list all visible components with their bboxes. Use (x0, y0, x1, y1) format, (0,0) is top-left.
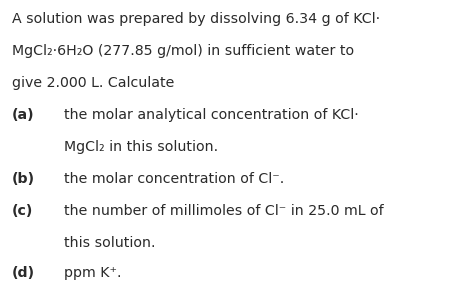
Text: A solution was prepared by dissolving 6.34 g of KCl·: A solution was prepared by dissolving 6.… (12, 13, 379, 27)
Text: this solution.: this solution. (64, 235, 156, 249)
Text: MgCl₂·6H₂O (277.85 g/mol) in sufficient water to: MgCl₂·6H₂O (277.85 g/mol) in sufficient … (12, 44, 353, 58)
Text: MgCl₂ in this solution.: MgCl₂ in this solution. (64, 140, 218, 154)
Text: (a): (a) (12, 108, 34, 122)
Text: the molar concentration of Cl⁻.: the molar concentration of Cl⁻. (64, 172, 284, 186)
Text: ppm K⁺.: ppm K⁺. (64, 266, 122, 280)
Text: (d): (d) (12, 266, 35, 280)
Text: give 2.000 L. Calculate: give 2.000 L. Calculate (12, 76, 174, 90)
Text: (b): (b) (12, 172, 35, 186)
Text: (c): (c) (12, 204, 33, 218)
Text: the molar analytical concentration of KCl·: the molar analytical concentration of KC… (64, 108, 358, 122)
Text: the number of millimoles of Cl⁻ in 25.0 mL of: the number of millimoles of Cl⁻ in 25.0 … (64, 204, 383, 218)
